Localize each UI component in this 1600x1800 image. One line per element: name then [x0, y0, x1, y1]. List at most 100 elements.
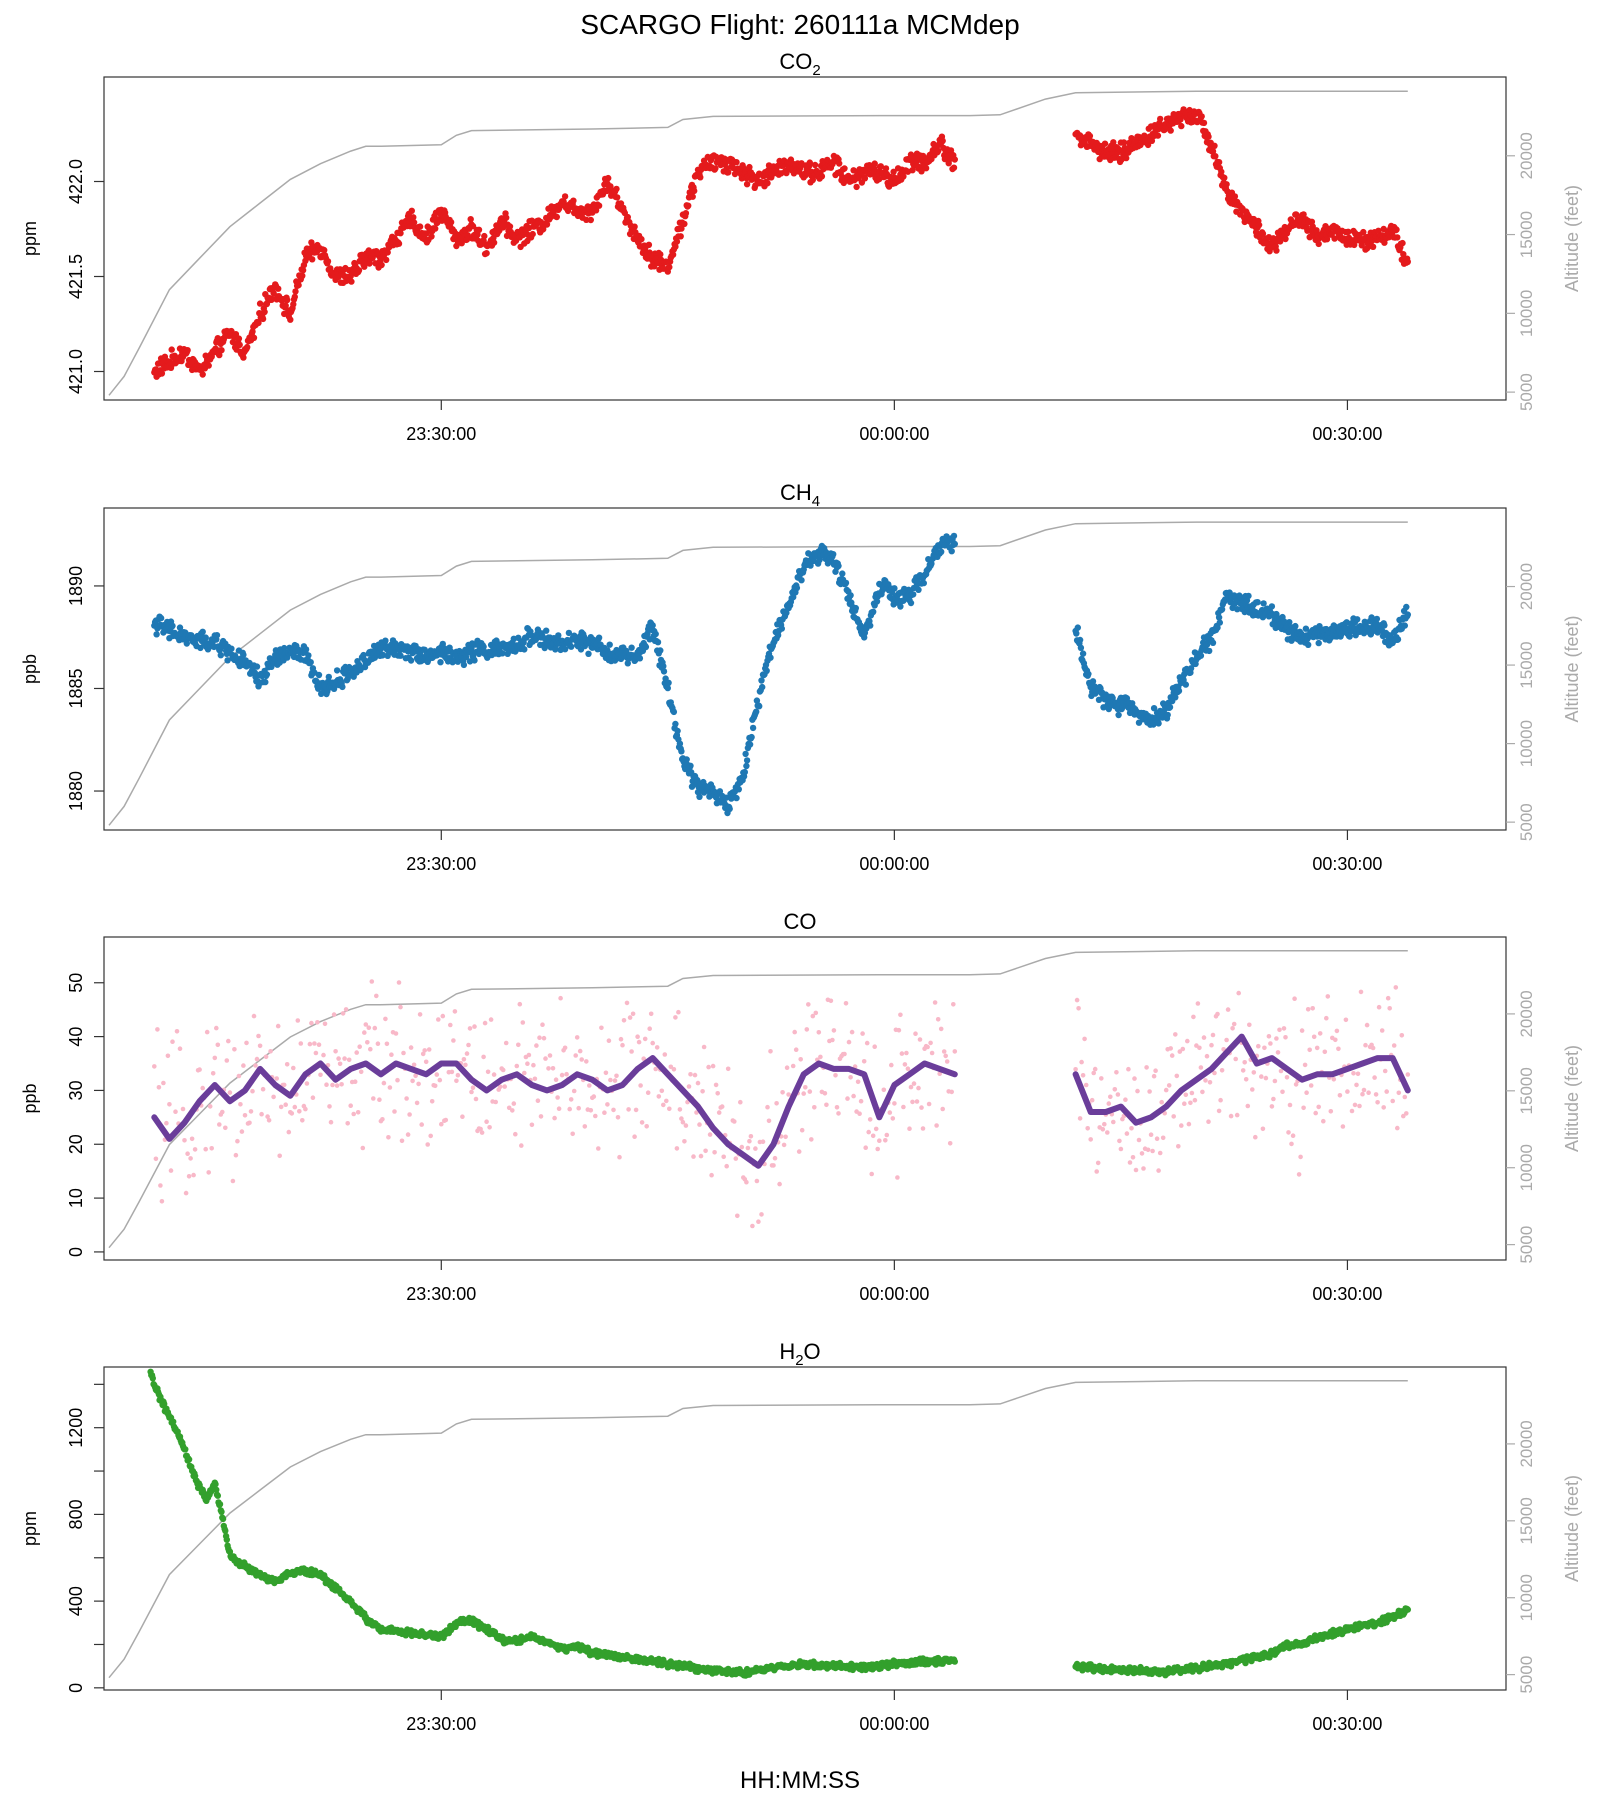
plot-frame [103, 936, 1507, 1261]
data-point [657, 251, 664, 258]
co-raw-point [700, 1089, 705, 1094]
co-raw-point [1091, 1070, 1096, 1076]
data-point [666, 263, 673, 271]
y-tick-label: 1200 [66, 1408, 86, 1448]
data-point [1223, 181, 1230, 188]
data-point [867, 622, 874, 629]
co-raw-point [908, 1084, 914, 1090]
co-raw-point [857, 1111, 862, 1116]
data-point [1343, 619, 1350, 626]
co-raw-point [596, 1146, 601, 1151]
co-raw-point [491, 1072, 497, 1077]
data-point [255, 319, 262, 327]
co-raw-point [1322, 1049, 1328, 1055]
co-raw-point [624, 1000, 630, 1006]
co-raw-point [1305, 1007, 1311, 1012]
x-tick-label: 23:30:00 [406, 1284, 476, 1304]
co-raw-point [883, 1138, 888, 1143]
co-raw-point [436, 1017, 441, 1022]
y2-tick-label: 5000 [1517, 1226, 1536, 1264]
co-raw-point [1375, 1100, 1380, 1105]
co-raw-point [546, 1066, 551, 1071]
co-raw-point [250, 1088, 255, 1094]
data-point [307, 659, 314, 666]
data-point [235, 335, 243, 342]
data-point [674, 727, 681, 735]
data-point [725, 169, 732, 176]
co-raw-point [798, 1057, 803, 1062]
co-raw-point [210, 1071, 216, 1076]
co-raw-point [437, 1077, 443, 1083]
co-raw-point [867, 1117, 873, 1122]
co-raw-point [428, 1133, 434, 1139]
co-raw-point [448, 1022, 453, 1028]
y-tick-label: 0 [66, 1247, 86, 1257]
co-raw-point [756, 1219, 761, 1224]
panel-title-main: CH [780, 480, 812, 505]
co-raw-point [914, 1099, 920, 1104]
panel-title: CO [784, 909, 817, 934]
co-raw-point [413, 1073, 418, 1079]
data-point [324, 258, 332, 265]
co-raw-point [383, 1016, 388, 1022]
data-point [841, 165, 848, 172]
x-tick-label: 23:30:00 [406, 854, 476, 874]
data-point [672, 243, 679, 250]
co-raw-point [710, 1063, 716, 1069]
data-point [767, 654, 774, 661]
data-point [158, 370, 166, 377]
co-raw-point [673, 1015, 678, 1020]
data-point [743, 757, 751, 764]
data-point [1345, 228, 1352, 235]
data-point [687, 762, 694, 769]
co-raw-point [848, 1075, 853, 1080]
co-raw-point [1210, 1032, 1216, 1038]
co-raw-point [215, 1042, 221, 1048]
co-raw-point [298, 1041, 304, 1046]
co-raw-point [692, 1072, 698, 1078]
y2-axis-label: Altitude (feet) [1562, 1045, 1582, 1152]
data-point [218, 347, 225, 354]
data-point [284, 296, 291, 304]
co-raw-point [644, 1124, 649, 1129]
data-point [568, 643, 575, 650]
co-raw-point [1277, 1027, 1282, 1033]
co-raw-point [1218, 1097, 1223, 1103]
data-point [951, 1658, 958, 1665]
co-raw-point [1352, 1102, 1358, 1108]
data-point [1177, 116, 1184, 123]
data-point [1154, 132, 1162, 139]
co-raw-point [1302, 1062, 1308, 1068]
co-raw-point [617, 1154, 622, 1160]
co-raw-point [1132, 1076, 1137, 1081]
co-raw-point [1391, 1043, 1397, 1048]
co-raw-point [875, 1146, 880, 1152]
data-point [216, 1501, 224, 1508]
data-point [1214, 624, 1221, 631]
data-point [157, 614, 165, 622]
data-point [176, 624, 184, 631]
data-point [778, 625, 785, 632]
data-point [202, 634, 209, 641]
co-raw-point [858, 1098, 864, 1104]
co-raw-point [1145, 1147, 1151, 1153]
data-point [553, 213, 560, 221]
data-point [432, 225, 439, 232]
co-raw-point [1253, 1134, 1258, 1140]
data-point [250, 334, 258, 341]
co-raw-point [422, 1048, 428, 1053]
co-raw-point [322, 1021, 328, 1027]
co-raw-point [1233, 1056, 1238, 1062]
x-tick-label: 00:00:00 [859, 854, 929, 874]
co-raw-point [1385, 995, 1391, 1001]
co-raw-point [1159, 1099, 1164, 1105]
data-point [631, 223, 638, 230]
co-raw-point [345, 1121, 351, 1126]
co-raw-point [694, 1110, 699, 1115]
y-tick-label: 10 [66, 1188, 86, 1208]
co-raw-point [892, 1101, 897, 1106]
co-raw-point [375, 1041, 381, 1046]
co-raw-point [1168, 1046, 1173, 1051]
co-raw-point [170, 1039, 175, 1044]
data-point [1155, 720, 1162, 727]
